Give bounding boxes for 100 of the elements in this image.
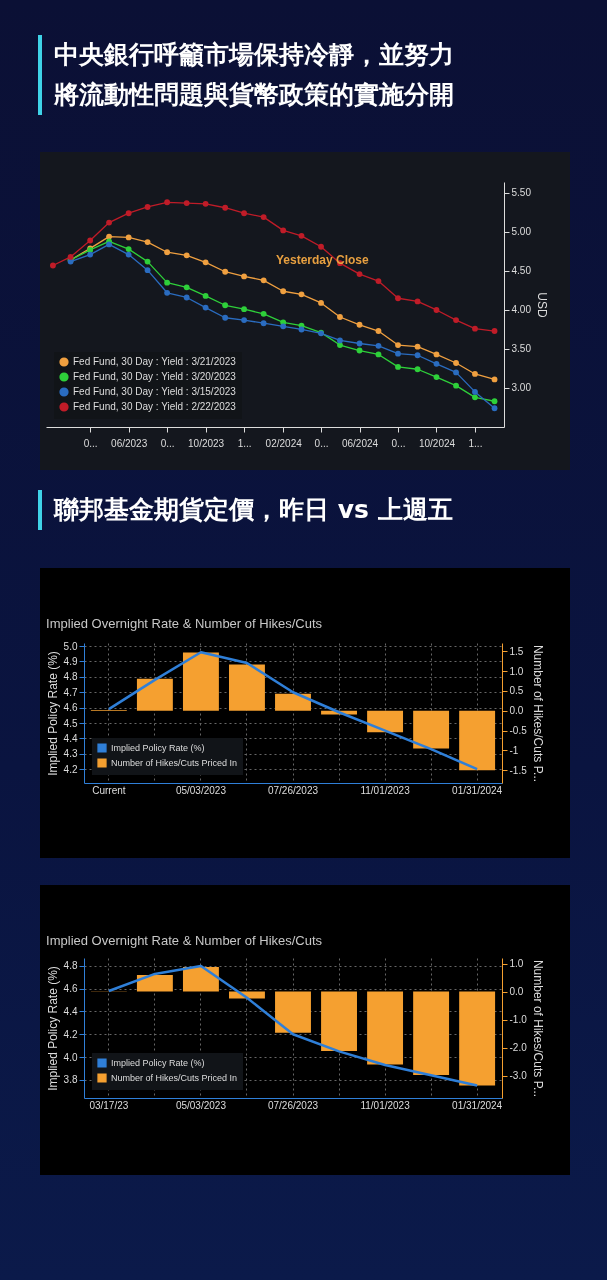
x-tick-label: 1... xyxy=(468,437,483,449)
x-tick-label: 01/31/2024 xyxy=(452,1099,503,1111)
line-series xyxy=(107,964,479,1087)
point xyxy=(433,351,440,358)
bar xyxy=(459,710,496,771)
x-tick-label: 0... xyxy=(391,437,406,449)
y-tick-label: 5.00 xyxy=(511,226,532,238)
point xyxy=(395,342,401,348)
y-tick-label: 4.4 xyxy=(63,1006,78,1017)
point xyxy=(472,394,478,401)
point xyxy=(183,200,190,206)
point xyxy=(491,405,498,412)
point xyxy=(164,289,171,296)
legend-label: Number of Hikes/Cuts Priced In xyxy=(111,1073,238,1083)
line-series xyxy=(107,650,479,771)
point xyxy=(375,342,382,349)
point xyxy=(414,366,421,373)
bar xyxy=(367,991,404,1065)
x-tick-label: Current xyxy=(92,784,126,796)
point xyxy=(183,252,190,259)
point xyxy=(375,351,382,358)
y-tick-label: 5.0 xyxy=(63,640,78,652)
point xyxy=(318,243,324,250)
point xyxy=(144,267,151,274)
y-tick-label: 4.6 xyxy=(63,702,78,714)
point xyxy=(222,314,229,321)
point xyxy=(298,232,305,239)
bar xyxy=(413,710,450,749)
point xyxy=(241,317,247,324)
y-tick-label: 4.00 xyxy=(511,304,532,316)
point xyxy=(298,326,305,333)
y-tick-label: 3.50 xyxy=(511,343,532,355)
y2-tick-label: 0.0 xyxy=(509,986,524,998)
point xyxy=(144,258,151,265)
point xyxy=(453,369,459,376)
y-tick-label: 4.2 xyxy=(63,763,78,775)
point xyxy=(202,304,209,311)
point xyxy=(241,273,247,280)
y2-tick-label: -1.5 xyxy=(509,764,528,776)
point xyxy=(414,343,421,350)
chart-title: 中央銀行呼籲市場保持冷靜，並努力將流動性問題與貨幣政策的實施分開 xyxy=(38,35,474,115)
y2-tick-label: 1.0 xyxy=(509,958,524,970)
point xyxy=(375,278,382,284)
y-tick-label: 5.50 xyxy=(511,187,532,199)
point xyxy=(453,382,459,389)
point xyxy=(375,328,382,334)
y2-tick-label: -1 xyxy=(509,744,519,756)
x-tick-label: 1... xyxy=(237,437,252,449)
point xyxy=(395,364,401,370)
y2-tick-label: 0.0 xyxy=(509,705,524,717)
x-tick-label: 11/01/2023 xyxy=(360,784,411,796)
point xyxy=(260,214,267,221)
legend-label: Fed Fund, 30 Day : Yield : 2/22/2023 xyxy=(73,401,237,412)
point xyxy=(260,277,267,284)
chart-title: Implied Overnight Rate & Number of Hikes/Cuts xyxy=(46,933,323,948)
point xyxy=(280,227,287,234)
point xyxy=(144,204,151,210)
y-tick-label: 4.50 xyxy=(511,265,532,277)
x-tick-label: 01/31/2024 xyxy=(452,784,503,796)
point xyxy=(106,219,112,226)
y-axis-title: USD xyxy=(534,292,549,318)
y2-tick-label: 1.5 xyxy=(509,645,524,657)
point xyxy=(491,328,498,334)
legend-label: Fed Fund, 30 Day : Yield : 3/15/2023 xyxy=(73,386,237,397)
point xyxy=(87,237,94,244)
bar xyxy=(275,991,311,1033)
x-tick-label: 05/03/2023 xyxy=(175,784,227,796)
point xyxy=(472,325,478,332)
y-tick-label: 4.0 xyxy=(63,1051,78,1063)
point xyxy=(144,239,151,245)
y2-axis-title: Number of Hikes/Cuts P... xyxy=(530,644,545,783)
point xyxy=(183,294,190,301)
y2-tick-label: -1.0 xyxy=(509,1014,528,1026)
point xyxy=(337,314,343,320)
bar xyxy=(413,991,450,1076)
legend-label: Implied Policy Rate (%) xyxy=(111,1058,205,1068)
bar xyxy=(136,678,173,711)
legend-label: Fed Fund, 30 Day : Yield : 3/21/2023 xyxy=(73,356,237,367)
y-tick-label: 4.9 xyxy=(63,655,78,667)
chart-subtitle: Implied Overnight Rate & Number of Hikes/Cuts xyxy=(46,616,323,632)
point xyxy=(280,288,287,295)
bar xyxy=(136,975,173,992)
bar xyxy=(229,664,265,711)
point xyxy=(241,210,247,217)
x-tick-label: 0... xyxy=(83,437,98,449)
bar xyxy=(459,991,496,1086)
y-tick-label: 4.3 xyxy=(63,748,78,760)
x-tick-label: 06/2023 xyxy=(111,437,148,449)
bar xyxy=(275,693,311,711)
point xyxy=(280,323,287,330)
point xyxy=(164,279,171,286)
y2-tick-label: 1.0 xyxy=(509,665,524,677)
point xyxy=(433,374,440,380)
x-tick-label: 05/03/2023 xyxy=(175,1099,227,1111)
legend-label: Implied Policy Rate (%) xyxy=(111,743,205,753)
point xyxy=(260,310,267,317)
x-tick-label: 07/26/2023 xyxy=(267,784,319,796)
legend-label: Fed Fund, 30 Day : Yield : 3/20/2023 xyxy=(73,371,237,382)
y-tick-label: 3.8 xyxy=(63,1074,78,1086)
point xyxy=(491,398,498,405)
